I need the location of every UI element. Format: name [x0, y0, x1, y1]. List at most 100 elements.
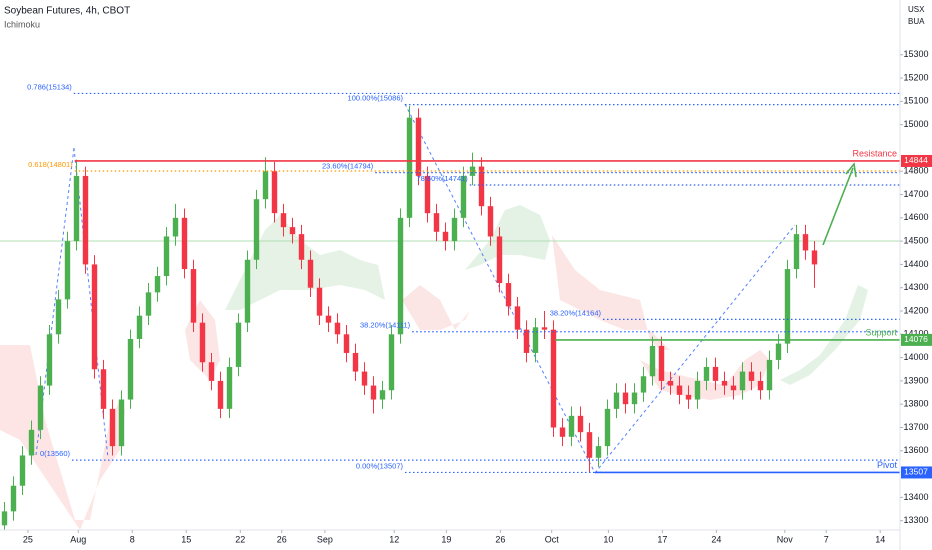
- candle-body: [145, 292, 152, 316]
- candle-body: [55, 299, 62, 335]
- candle-body: [163, 236, 170, 277]
- y-tick-label: 15100: [903, 96, 928, 106]
- price-tag: [901, 466, 932, 479]
- candle-body: [334, 322, 341, 335]
- candle-body: [604, 408, 611, 447]
- candle-body: [532, 327, 539, 353]
- candle-body: [514, 306, 521, 330]
- candle-body: [73, 175, 80, 242]
- candle-body: [577, 415, 584, 433]
- x-tick-label: 24: [711, 534, 721, 544]
- y-tick-label: 14400: [903, 259, 928, 269]
- projection-arrow: [822, 162, 857, 246]
- candle-body: [28, 429, 35, 456]
- fib-label: 100.00%(15086): [348, 94, 404, 103]
- y-tick-label: 14800: [903, 166, 928, 176]
- y-tick-label: 15200: [903, 72, 928, 82]
- candle-body: [523, 329, 530, 353]
- candle-body: [289, 227, 296, 235]
- candle-body: [109, 408, 116, 447]
- candle-body: [316, 287, 323, 316]
- candle-body: [766, 359, 773, 391]
- candle-body: [649, 345, 656, 377]
- level-name: Support: [865, 327, 897, 337]
- candle-body: [658, 345, 665, 381]
- price-tag-label: 14844: [904, 155, 928, 165]
- fib-label: 0.786(15134): [27, 82, 72, 91]
- candle-body: [181, 217, 188, 270]
- candle-body: [298, 234, 305, 260]
- cloud-green: [780, 285, 868, 385]
- candle-body: [811, 250, 818, 265]
- candle-body: [676, 385, 683, 395]
- y-tick-label: 14000: [903, 352, 928, 362]
- candle-body: [361, 371, 368, 386]
- candle-body: [352, 352, 359, 372]
- chart-title: Soybean Futures, 4h, CBOT: [4, 6, 130, 17]
- candle-body: [154, 276, 161, 293]
- candle-body: [469, 166, 476, 176]
- candle-body: [91, 264, 98, 370]
- price-tag-label: 14076: [904, 334, 928, 344]
- fib-label: 38.20%(14164): [550, 308, 602, 317]
- price-tag: [901, 154, 932, 167]
- x-tick-label: 15: [181, 534, 191, 544]
- candle-body: [64, 241, 71, 300]
- y-tick-label: 14300: [903, 282, 928, 292]
- candle-body: [127, 338, 134, 400]
- y-tick-label: 15300: [903, 49, 928, 59]
- fib-label: 38.20%(14111): [360, 321, 411, 330]
- x-tick-label: 19: [441, 534, 451, 544]
- candle-body: [307, 259, 314, 288]
- fib-label: 0(13560): [40, 449, 71, 458]
- axes: 1330013400136001370013800139001400014100…: [23, 49, 932, 544]
- candle-body: [397, 217, 404, 335]
- candle-body: [496, 236, 503, 284]
- arrow-head: [845, 162, 857, 178]
- candle-body: [613, 392, 620, 409]
- candle-body: [37, 385, 44, 430]
- candle-body: [190, 269, 197, 323]
- y-tick-label: 13600: [903, 445, 928, 455]
- y-tick-label: 13400: [903, 492, 928, 502]
- unit: BUA: [908, 17, 925, 26]
- y-tick-label: 14100: [903, 329, 928, 339]
- fib-label: 23.60%(14794): [322, 162, 374, 171]
- candle-body: [379, 390, 386, 400]
- candle-body: [19, 455, 26, 486]
- candle-body: [460, 175, 467, 218]
- fib-label: 78.60%(14741): [417, 174, 469, 183]
- candle-body: [541, 327, 548, 330]
- candle-body: [325, 315, 332, 323]
- candle-body: [703, 366, 710, 381]
- candle-body: [235, 322, 242, 367]
- candle-body: [217, 380, 224, 409]
- x-tick-label: 8: [130, 534, 135, 544]
- candle-body: [730, 385, 737, 391]
- y-tick-label: 13800: [903, 399, 928, 409]
- y-tick-label: 13900: [903, 375, 928, 385]
- candle-body: [739, 371, 746, 391]
- candle-body: [748, 371, 755, 381]
- fib-label: 0.618(14801): [28, 160, 73, 169]
- x-tick-label: 26: [277, 534, 287, 544]
- candle-body: [118, 399, 125, 447]
- candle-body: [343, 334, 350, 353]
- candle-body: [802, 234, 809, 251]
- candle-body: [487, 206, 494, 237]
- arrow-shaft: [822, 167, 854, 246]
- candle-body: [775, 343, 782, 360]
- candle-body: [784, 269, 791, 344]
- candle-body: [388, 334, 395, 391]
- x-tick-label: 12: [389, 534, 399, 544]
- x-tick-label: Nov: [777, 534, 794, 544]
- candle-body: [253, 199, 260, 260]
- candle-body: [82, 175, 89, 265]
- candle-body: [415, 117, 422, 176]
- x-tick-label: 14: [875, 534, 885, 544]
- candle-body: [136, 315, 143, 339]
- currency: USX: [908, 5, 925, 14]
- x-tick-label: Oct: [545, 534, 560, 544]
- candle-body: [46, 334, 53, 386]
